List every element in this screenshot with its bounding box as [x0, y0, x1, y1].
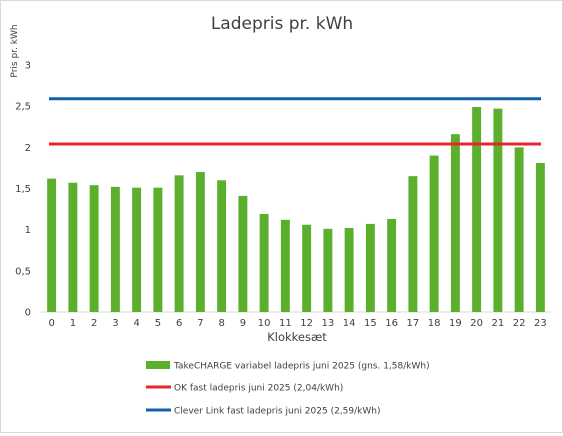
bar-hour-6	[174, 175, 184, 312]
bar-hour-3	[110, 186, 120, 312]
x-tick-label: 1	[70, 318, 76, 329]
x-tick-label: 4	[133, 318, 139, 329]
bar-hour-22	[514, 147, 524, 312]
x-tick-label: 12	[300, 318, 313, 329]
bar-hour-7	[195, 172, 205, 312]
legend-swatch-bar	[146, 361, 170, 369]
bar-series	[47, 106, 545, 313]
x-tick-label: 10	[258, 318, 271, 329]
x-tick-label: 3	[112, 318, 118, 329]
bar-hour-23	[535, 162, 545, 312]
x-tick-label: 11	[279, 318, 292, 329]
x-tick-label: 21	[492, 318, 505, 329]
x-tick-label: 13	[322, 318, 335, 329]
x-tick-label: 20	[470, 318, 483, 329]
bar-hour-19	[450, 134, 460, 312]
reference-lines	[49, 97, 541, 146]
x-tick-label: 19	[449, 318, 462, 329]
y-tick-label: 2,5	[15, 102, 31, 113]
x-tick-label: 14	[343, 318, 356, 329]
bar-hour-16	[387, 218, 397, 312]
bar-hour-21	[493, 108, 503, 313]
bar-hour-14	[344, 228, 354, 312]
y-tick-label: 3	[25, 61, 31, 72]
bar-hour-1	[68, 182, 78, 312]
bar-hour-20	[472, 106, 482, 313]
legend-entry: TakeCHARGE variabel ladepris juni 2025 (…	[173, 362, 430, 372]
x-tick-label: 6	[176, 318, 182, 329]
y-tick-labels: 0 0,5 1 1,5 2 2,5 3	[15, 61, 31, 319]
bar-hour-8	[217, 180, 227, 312]
legend: TakeCHARGE variabel ladepris juni 2025 (…	[146, 361, 430, 417]
legend-entry: Clever Link fast ladepris juni 2025 (2,5…	[174, 407, 380, 417]
bar-hour-5	[153, 187, 163, 312]
bar-hour-11	[280, 219, 290, 312]
legend-entry: OK fast ladepris juni 2025 (2,04/kWh)	[174, 384, 343, 394]
y-axis-label: Pris pr. kWh	[10, 24, 20, 77]
x-tick-label: 18	[428, 318, 441, 329]
x-axis-label: Klokkesæt	[267, 330, 327, 344]
x-tick-label: 5	[155, 318, 161, 329]
bar-hour-15	[365, 223, 375, 312]
y-tick-label: 1	[25, 225, 31, 236]
y-tick-label: 1,5	[15, 184, 31, 195]
x-tick-label: 7	[197, 318, 203, 329]
bar-hour-2	[89, 185, 99, 312]
x-tick-label: 15	[364, 318, 377, 329]
x-tick-label: 9	[240, 318, 246, 329]
y-tick-label: 0	[25, 308, 31, 319]
bar-hour-0	[47, 178, 57, 312]
bar-hour-4	[132, 187, 142, 312]
x-tick-label: 23	[534, 318, 547, 329]
x-tick-label: 2	[91, 318, 97, 329]
chart-title: Ladepris pr. kWh	[211, 14, 353, 34]
x-tick-label: 16	[385, 318, 398, 329]
y-tick-label: 2	[25, 143, 31, 154]
bar-hour-17	[408, 176, 418, 312]
bar-hour-9	[238, 195, 248, 312]
x-tick-label: 17	[407, 318, 420, 329]
bar-hour-10	[259, 214, 269, 312]
bar-hour-12	[302, 224, 312, 312]
x-tick-label: 8	[218, 318, 224, 329]
y-tick-label: 0,5	[15, 266, 31, 277]
x-tick-labels: 0 1 2 3 4 5 6 7 8 9 10 11 12 13 14 15 16 17 18 19 20 21 22 23	[48, 318, 546, 329]
x-tick-label: 22	[513, 318, 526, 329]
bar-hour-18	[429, 155, 439, 312]
bar-hour-13	[323, 228, 333, 312]
x-tick-label: 0	[48, 318, 54, 329]
